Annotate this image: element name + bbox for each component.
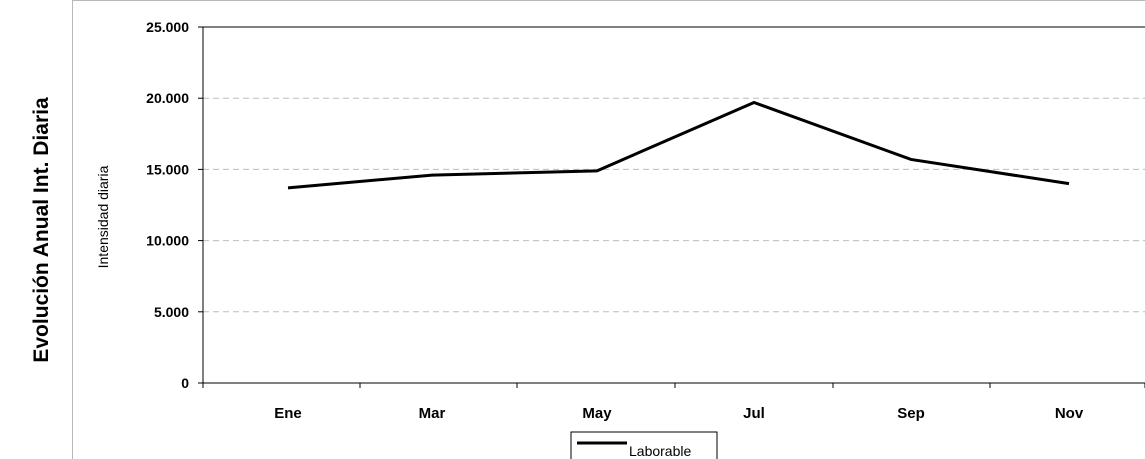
x-tick-label: Mar bbox=[419, 405, 446, 422]
grid-lines bbox=[203, 97, 1145, 313]
y-tick-label: 10.000 bbox=[146, 233, 189, 249]
x-tick-label: Jul bbox=[743, 405, 765, 422]
y-axis-label: Intensidad diaria bbox=[95, 165, 111, 268]
y-tick-label: 0 bbox=[181, 375, 189, 391]
x-tick-label: Nov bbox=[1055, 405, 1084, 422]
y-tick-label: 20.000 bbox=[146, 90, 189, 106]
series-lines bbox=[287, 100, 1070, 190]
legend-label: Laborable bbox=[629, 443, 691, 459]
y-tick-label: 15.000 bbox=[146, 161, 189, 177]
legend: Laborable bbox=[570, 431, 718, 459]
x-tick-label: Ene bbox=[274, 405, 302, 422]
axes bbox=[198, 26, 1145, 388]
series-line bbox=[287, 100, 1070, 190]
y-tick-label: 25.000 bbox=[146, 19, 189, 35]
legend-box bbox=[570, 431, 718, 459]
x-tick-label: Sep bbox=[897, 405, 925, 422]
tick-labels: 0 5.000 10.000 15.000 20.000 25.000 Ene Mar May J… bbox=[146, 19, 1084, 422]
chart-frame bbox=[72, 0, 1145, 459]
x-tick-label: May bbox=[582, 405, 612, 422]
y-tick-label: 5.000 bbox=[154, 304, 189, 320]
